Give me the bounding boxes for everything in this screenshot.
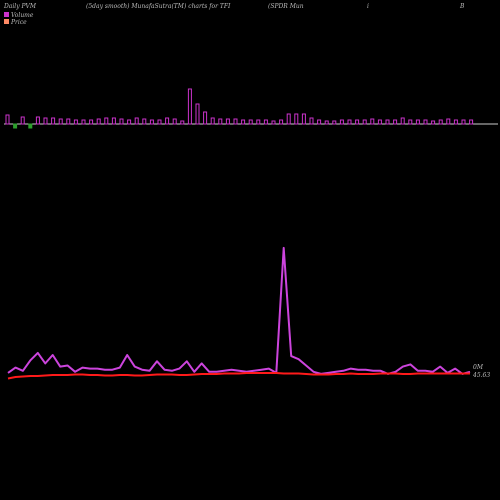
- volume-bar: [225, 118, 230, 125]
- volume-bar: [5, 114, 10, 125]
- volume-bar: [347, 119, 352, 125]
- volume-bar: [203, 111, 208, 125]
- legend-volume-label: Volume: [11, 12, 34, 19]
- volume-bar: [165, 117, 170, 125]
- volume-bar: [415, 119, 420, 125]
- volume-bar: [370, 118, 375, 125]
- volume-bar: [355, 119, 360, 125]
- price-label-lower: 45.63: [472, 372, 490, 379]
- volume-bar: [210, 117, 215, 125]
- volume-bar: [271, 120, 276, 125]
- volume-bar: [294, 113, 299, 125]
- volume-bar: [195, 103, 200, 125]
- volume-bar: [157, 119, 162, 125]
- header-i: i: [367, 3, 369, 10]
- legend-price-label: Price: [10, 19, 27, 26]
- volume-bar: [461, 119, 466, 125]
- volume-bar: [89, 119, 94, 125]
- volume-bar: [400, 117, 405, 125]
- volume-bar: [66, 118, 71, 125]
- volume-bar: [469, 119, 474, 125]
- volume-bar: [13, 123, 18, 129]
- volume-bar: [96, 118, 101, 125]
- volume-bar: [309, 117, 314, 125]
- volume-bar: [187, 88, 192, 125]
- volume-bar: [104, 117, 109, 125]
- volume-bar: [218, 118, 223, 125]
- volume-bar: [332, 120, 337, 125]
- volume-bar: [279, 119, 284, 125]
- volume-bar: [362, 119, 367, 125]
- volume-bar: [393, 119, 398, 125]
- volume-bar: [256, 119, 261, 125]
- volume-bar: [142, 118, 147, 125]
- volume-bar: [149, 119, 154, 125]
- volume-bar: [28, 123, 33, 129]
- volume-bar: [446, 118, 451, 125]
- volume-bar: [233, 118, 238, 125]
- volume-bar: [324, 120, 329, 125]
- header-center: (5day smooth) MunafaSutra(TM) charts for…: [86, 3, 231, 10]
- volume-bar: [127, 119, 132, 125]
- volume-line: [7, 246, 471, 375]
- volume-bar: [438, 119, 443, 125]
- volume-bar: [377, 119, 382, 125]
- volume-bar: [180, 120, 185, 125]
- price-label-upper: 0M: [473, 364, 484, 371]
- volume-bar: [301, 113, 306, 125]
- volume-bar: [241, 119, 246, 125]
- legend-volume-swatch: [4, 12, 9, 17]
- volume-bar: [20, 116, 25, 125]
- volume-bar: [263, 119, 268, 125]
- header-left: Daily PVM: [3, 3, 37, 10]
- volume-bar: [81, 119, 86, 125]
- price-volume-lines: [7, 246, 471, 380]
- volume-bar: [286, 113, 291, 125]
- volume-bar: [385, 119, 390, 125]
- volume-bar: [248, 119, 253, 125]
- volume-bar: [423, 119, 428, 125]
- volume-bar: [431, 120, 436, 125]
- legend-price-swatch: [4, 19, 9, 24]
- volume-bar: [35, 116, 40, 125]
- volume-bar: [58, 118, 63, 125]
- volume-bar: [339, 119, 344, 125]
- volume-bar: [317, 119, 322, 125]
- volume-bar: [111, 117, 116, 125]
- volume-bar: [172, 118, 177, 125]
- volume-bar: [119, 118, 124, 125]
- volume-bar: [408, 119, 413, 125]
- volume-bars: [5, 88, 474, 129]
- volume-bar: [453, 119, 458, 125]
- volume-bar: [51, 117, 56, 125]
- price-line: [7, 372, 470, 380]
- volume-bar: [134, 117, 139, 125]
- header-b: B: [459, 3, 465, 10]
- volume-bar: [73, 119, 78, 125]
- volume-bar: [43, 117, 48, 125]
- header-etf: (SPDR Mun: [268, 3, 304, 10]
